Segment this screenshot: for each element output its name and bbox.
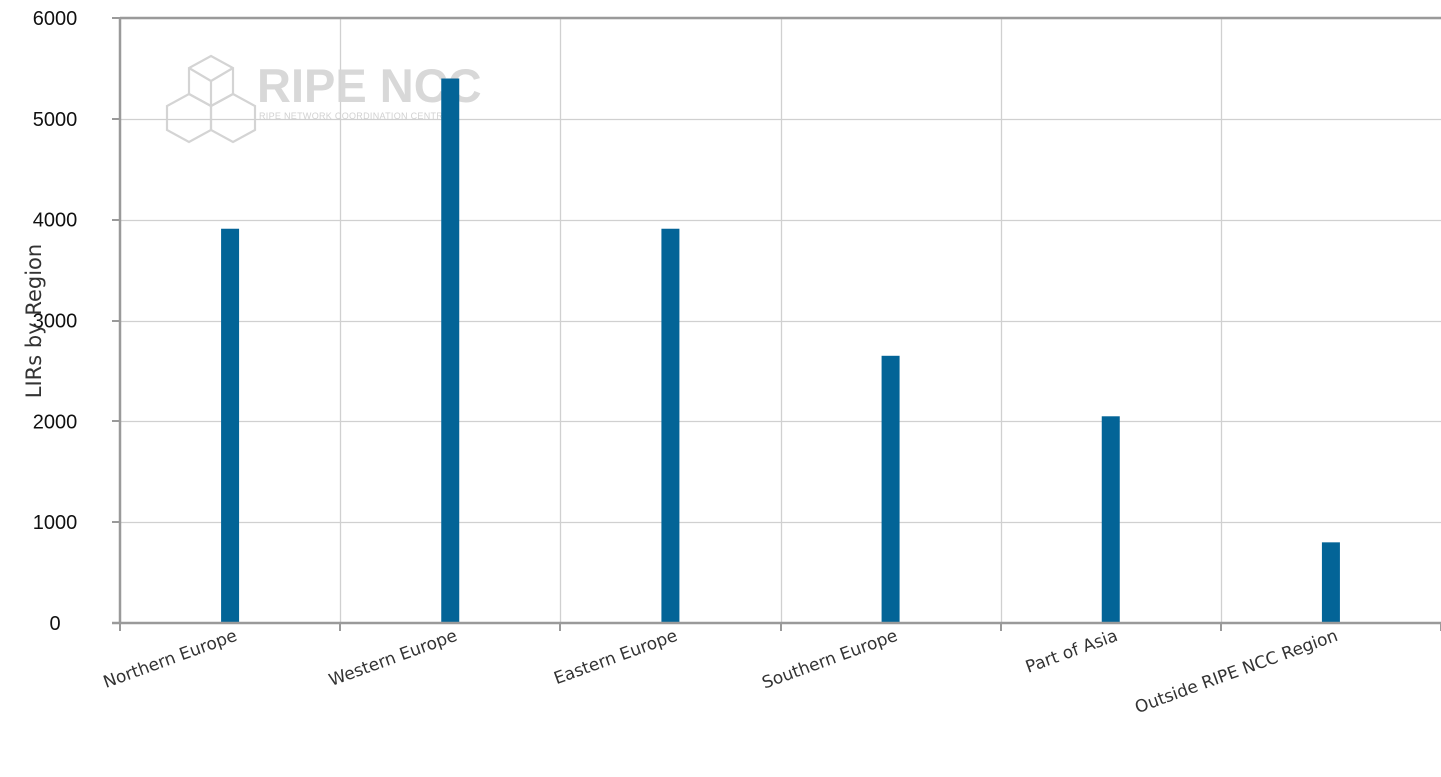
bar-southern-europe[interactable]: [881, 355, 900, 623]
bar-northern-europe[interactable]: [221, 228, 240, 623]
bar-eastern-europe[interactable]: [661, 228, 680, 623]
x-category-label: Western Europe: [326, 626, 460, 691]
watermark-subtitle: RIPE NETWORK COORDINATION CENTRE: [259, 111, 449, 121]
bars: [221, 78, 1340, 624]
y-tick-label: 0: [49, 613, 60, 635]
x-category-labels: Northern Europe Western Europe Eastern Eur…: [101, 626, 1341, 718]
x-category-label: Outside RIPE NCC Region: [1132, 626, 1340, 718]
ripe-ncc-watermark: RIPE NCC RIPE NETWORK COORDINATION CENTR…: [165, 54, 482, 144]
y-tick-label: 3000: [33, 311, 78, 333]
y-tick-label: 6000: [33, 8, 78, 30]
x-category-label: Part of Asia: [1023, 626, 1120, 678]
x-category-label: Eastern Europe: [551, 626, 680, 689]
y-tick-label: 2000: [33, 411, 78, 433]
x-category-label: Southern Europe: [760, 626, 901, 694]
axes: [112, 16, 1441, 631]
bar-part-of-asia[interactable]: [1101, 416, 1120, 623]
y-tick-labels: 0 1000 2000 3000 4000 5000 6000: [33, 8, 78, 635]
y-tick-label: 1000: [33, 512, 78, 534]
ripe-cube-logo-icon: [165, 54, 257, 144]
bar-outside-ripe-ncc-region[interactable]: [1321, 542, 1340, 623]
y-tick-label: 5000: [33, 109, 78, 131]
y-axis-title: LIRs by Region: [22, 244, 46, 398]
x-category-label: Northern Europe: [101, 626, 240, 693]
bar-western-europe[interactable]: [441, 78, 460, 624]
y-tick-label: 4000: [33, 210, 78, 232]
